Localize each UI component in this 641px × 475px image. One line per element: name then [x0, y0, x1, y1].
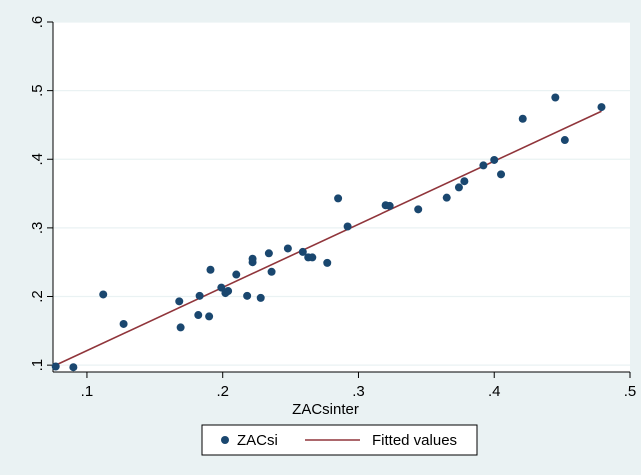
- scatter-point: [99, 290, 108, 299]
- scatter-point: [414, 205, 423, 214]
- x-tick-label: .5: [624, 383, 637, 400]
- scatter-point: [298, 247, 307, 256]
- scatter-point: [194, 311, 203, 320]
- scatter-point: [308, 253, 317, 262]
- scatter-point: [460, 177, 469, 186]
- x-tick-label: .4: [488, 383, 501, 400]
- scatter-point: [334, 194, 343, 203]
- y-tick-label: .3: [29, 222, 46, 235]
- scatter-point: [51, 362, 60, 371]
- scatter-point: [551, 93, 560, 102]
- scatter-point: [243, 291, 252, 300]
- scatter-point: [597, 103, 606, 112]
- scatter-point: [256, 293, 265, 302]
- y-tick-label: .6: [29, 16, 46, 29]
- scatter-point: [205, 312, 214, 321]
- scatter-point: [119, 319, 128, 328]
- y-tick-label: .1: [29, 359, 46, 372]
- scatter-point: [323, 258, 332, 267]
- scatter-point: [206, 265, 215, 274]
- x-axis-label: ZACsinter: [292, 401, 359, 418]
- scatter-point: [343, 222, 352, 231]
- scatter-point: [497, 170, 506, 179]
- scatter-point: [385, 201, 394, 210]
- scatter-point: [176, 323, 185, 332]
- scatter-point: [442, 193, 451, 202]
- x-tick-label: .1: [81, 383, 94, 400]
- scatter-point: [479, 161, 488, 170]
- scatter-point: [217, 283, 226, 292]
- x-tick-label: .2: [216, 383, 229, 400]
- scatter-point: [267, 267, 276, 276]
- scatter-point: [195, 291, 204, 300]
- y-tick-label: .2: [29, 290, 46, 303]
- fitted-line: [55, 110, 602, 366]
- scatter-point: [283, 244, 292, 253]
- scatter-point: [454, 183, 463, 192]
- legend-label-fitted: Fitted values: [372, 432, 457, 449]
- scatter-point: [518, 114, 527, 123]
- scatter-point: [69, 363, 78, 372]
- y-tick-label: .4: [29, 153, 46, 166]
- scatter-point: [560, 136, 569, 145]
- legend-marker-zacsi: [221, 436, 229, 444]
- scatter-point: [490, 155, 499, 164]
- scatter-point: [175, 297, 184, 306]
- scatter-point: [232, 270, 241, 279]
- scatter-point: [264, 249, 273, 258]
- x-tick-label: .3: [352, 383, 365, 400]
- legend-label-zacsi: ZACsi: [237, 432, 278, 449]
- scatter-point: [248, 254, 257, 263]
- y-tick-label: .5: [29, 84, 46, 97]
- scatter-point: [224, 287, 233, 296]
